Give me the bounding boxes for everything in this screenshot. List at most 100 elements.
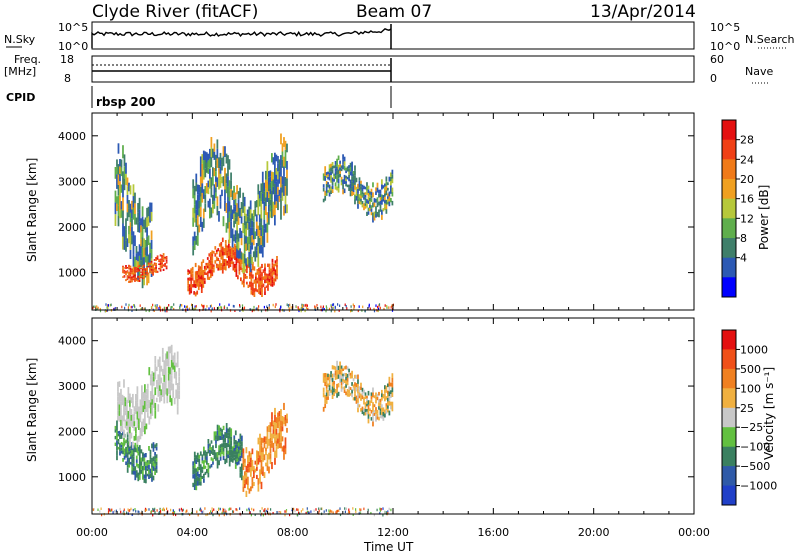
velocity-echo-cell [233, 454, 236, 458]
power-echo-cell [236, 203, 238, 213]
power-echo-cell [260, 227, 263, 236]
velocity-echo-cell [161, 347, 164, 355]
velocity-echo-cell [195, 477, 198, 482]
power-echo-cell [149, 242, 151, 253]
velocity-echo-cell [382, 411, 385, 417]
power-echo-cell [229, 254, 232, 257]
velocity-echo-cell [218, 435, 220, 441]
power-echo-cell [382, 185, 385, 189]
velocity-ground-point [232, 510, 234, 513]
velocity-echo-cell [382, 416, 385, 421]
power-echo-cell [228, 159, 231, 170]
velocity-echo-cell [154, 471, 156, 475]
velocity-echo-cell [154, 467, 156, 472]
power-echo-cell [140, 253, 142, 261]
power-ground-point [390, 306, 392, 309]
velocity-echo-cell [286, 413, 288, 419]
power-echo-cell [123, 238, 126, 250]
velocity-echo-cell [151, 371, 154, 377]
velocity-echo-cell [173, 365, 176, 372]
power-echo-cell [246, 276, 248, 279]
velocity-echo-cell [144, 392, 146, 401]
velocity-echo-cell [134, 447, 137, 453]
power-echo-cell [123, 271, 126, 273]
velocity-echo-cell [151, 467, 153, 473]
power-echo-cell [199, 276, 202, 280]
velocity-echo-cell [193, 468, 196, 474]
power-ground-point [288, 304, 290, 307]
velocity-echo-cell [325, 392, 328, 397]
velocity-echo-cell [132, 400, 134, 408]
freq-unit-label: [MHz] [4, 65, 36, 78]
power-echo-cell [162, 259, 165, 262]
power-echo-cell [268, 272, 271, 276]
velocity-ground-point [359, 508, 361, 511]
power-echo-cell [275, 201, 278, 208]
velocity-echoes [114, 344, 394, 497]
power-echo-cell [140, 239, 142, 247]
power-echo-cell [218, 178, 220, 190]
velocity-echo-cell [330, 389, 332, 393]
velocity-echo-cell [218, 450, 220, 456]
power-echo-cell [140, 267, 142, 270]
power-echo-cell [146, 271, 148, 274]
velocity-echo-cell [222, 447, 225, 452]
velocity-echo-cell [384, 397, 386, 402]
power-echo-cell [388, 196, 391, 202]
power-echo-cell [278, 195, 281, 202]
velocity-echo-cell [228, 438, 231, 445]
velocity-echo-cell [215, 443, 217, 449]
power-ground-point [131, 309, 133, 312]
power-echo-cell [384, 200, 386, 204]
power-echo-cell [277, 163, 279, 172]
velocity-echo-cell [381, 414, 383, 419]
power-echo-cell [196, 215, 199, 226]
velocity-echo-cell [358, 404, 361, 408]
power-ground-point [106, 306, 108, 309]
velocity-echo-cell [138, 465, 141, 470]
power-echo-cell [370, 205, 373, 209]
power-echo-cell [218, 267, 221, 271]
power-echo-cell [384, 196, 386, 201]
power-ground-point [96, 305, 98, 308]
velocity-echo-cell [328, 377, 331, 380]
power-echo-cell [212, 250, 215, 254]
power-echo-cell [272, 209, 275, 217]
velocity-echo-cell [148, 464, 150, 470]
power-ground-point [165, 306, 167, 310]
power-echo-cell [339, 170, 341, 174]
power-echo-cell [263, 238, 266, 248]
velocity-echo-cell [227, 432, 230, 436]
velocity-echo-cell [137, 464, 140, 469]
velocity-ground-point [260, 513, 262, 517]
velocity-ground-point [110, 508, 112, 512]
power-echo-cell [363, 185, 365, 190]
velocity-echo-cell [119, 430, 121, 435]
power-echo-cell [272, 186, 275, 195]
power-echo-cell [237, 199, 240, 208]
velocity-echo-cell [196, 471, 199, 477]
velocity-ground-point [263, 509, 265, 512]
velocity-echo-cell [154, 455, 156, 460]
power-echo-cell [214, 253, 217, 257]
velocity-echo-cell [219, 448, 222, 453]
power-echo-cell [355, 191, 358, 196]
velocity-echo-cell [118, 404, 121, 411]
velocity-echo-cell [175, 362, 178, 368]
velocity-echo-cell [355, 395, 358, 400]
power-ground-point [316, 304, 318, 307]
velocity-colorbar-tick-label: 25 [740, 402, 754, 415]
velocity-echo-cell [286, 427, 288, 433]
velocity-echo-cell [221, 450, 223, 455]
power-ground-point [288, 307, 290, 310]
power-echo-cell [236, 248, 238, 258]
velocity-echo-cell [155, 454, 158, 458]
velocity-echo-cell [136, 386, 139, 395]
velocity-echo-cell [193, 457, 196, 463]
velocity-echo-cell [250, 472, 252, 477]
velocity-ground-point [210, 510, 212, 513]
power-echo-cell [284, 149, 287, 159]
velocity-echo-cell [227, 428, 230, 433]
velocity-echo-cell [158, 356, 161, 363]
velocity-echo-cell [239, 472, 242, 478]
